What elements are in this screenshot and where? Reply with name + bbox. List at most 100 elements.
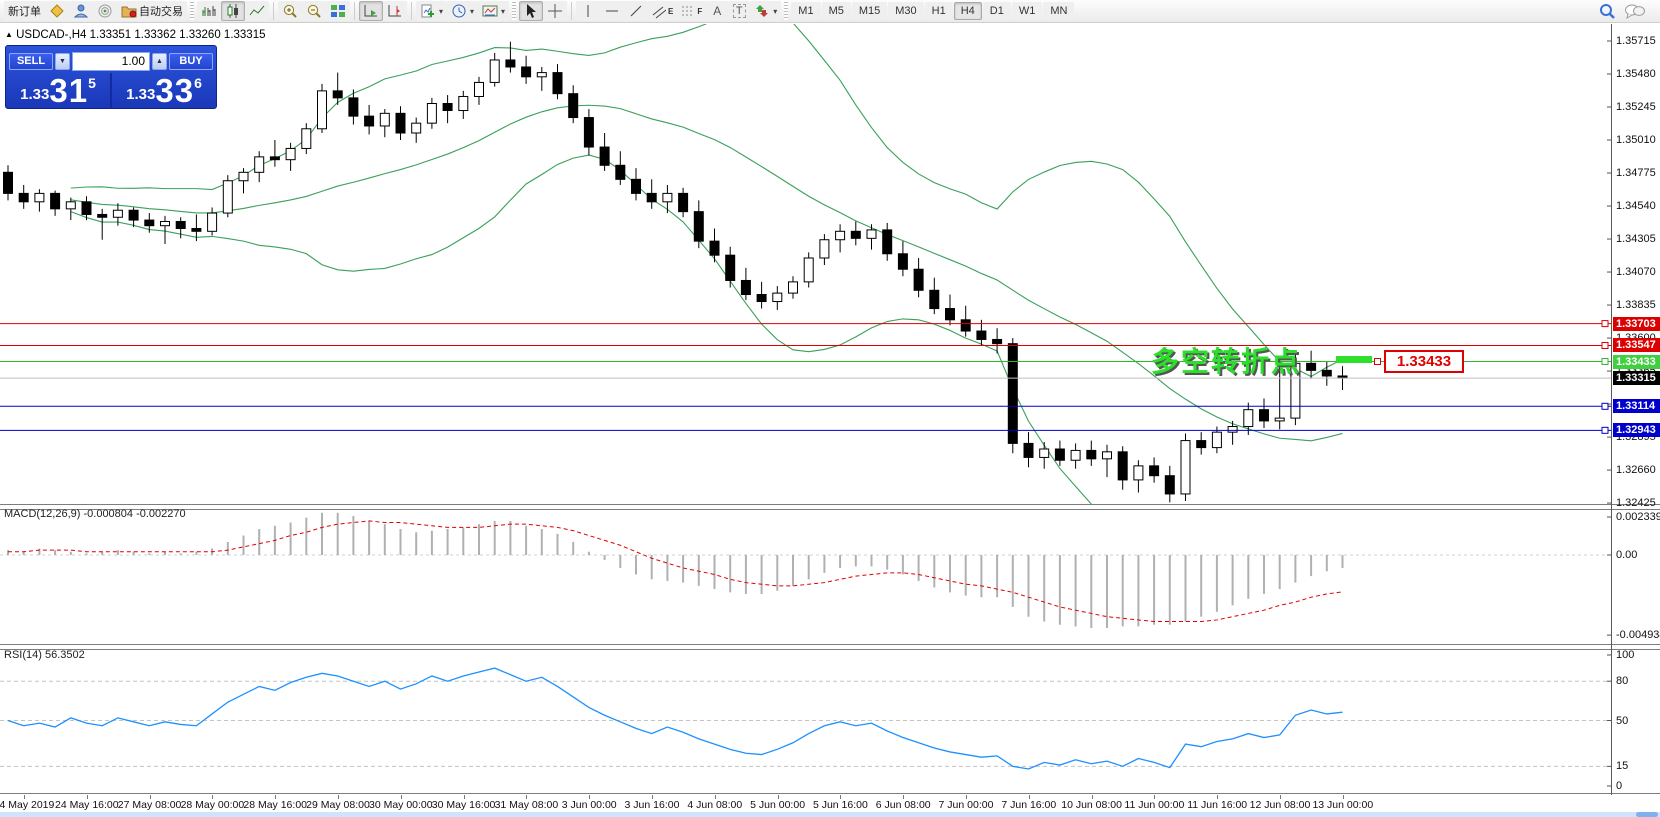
candlestick-mode-button[interactable]	[221, 1, 245, 21]
arrows-tool-button[interactable]: ▾	[750, 1, 782, 21]
vertical-line-tool-button[interactable]	[576, 1, 601, 21]
profile-button[interactable]	[69, 1, 93, 21]
level-price-axis-label[interactable]: 1.32943	[1613, 423, 1660, 438]
bull-candle	[489, 59, 500, 83]
sell-price-display[interactable]: 1.33 31 5	[20, 72, 96, 109]
macd-signal-value: -0.002270	[136, 508, 186, 520]
green-trendline-segment[interactable]	[1336, 356, 1372, 363]
volume-decrease-button[interactable]: ▼	[55, 52, 70, 70]
broadcast-icon	[97, 3, 113, 19]
level-price-axis-label[interactable]: 1.33703	[1613, 316, 1660, 331]
bull-candle	[222, 180, 233, 214]
bear-candle	[128, 209, 139, 221]
search-icon[interactable]	[1598, 2, 1616, 20]
panel-splitter[interactable]	[0, 644, 1660, 650]
timeframe-m15-button[interactable]: M15	[851, 2, 888, 20]
signals-button[interactable]	[93, 1, 117, 21]
level-price-axis-label[interactable]: 1.33114	[1613, 399, 1660, 414]
new-order-button[interactable]: 新订单	[4, 1, 45, 21]
auto-scroll-icon	[363, 3, 379, 19]
turning-point-annotation[interactable]: 多空转折点	[1151, 346, 1302, 377]
line-end-handle-icon[interactable]	[1601, 320, 1609, 328]
time-axis-label: 5 Jun 00:00	[750, 799, 806, 811]
timeframe-h4-button[interactable]: H4	[953, 2, 982, 20]
bear-candle	[1054, 448, 1065, 461]
horizontal-line-icon	[604, 3, 620, 19]
market-watch-button[interactable]	[45, 1, 69, 21]
buy-button[interactable]: BUY	[169, 52, 213, 70]
macd-label: MACD(12,26,9) -0.000804 -0.002270	[4, 508, 186, 520]
timeframe-mn-button[interactable]: MN	[1043, 2, 1075, 20]
time-axis-tick	[526, 795, 528, 799]
timeframe-m1-button[interactable]: M1	[791, 2, 821, 20]
dropdown-caret-icon: ▾	[773, 6, 778, 16]
time-axis-label: 3 Jun 00:00	[561, 799, 617, 811]
volume-input[interactable]: 1.00	[72, 51, 150, 71]
auto-scroll-button[interactable]	[359, 1, 383, 21]
bear-candle	[1164, 475, 1175, 495]
volume-increase-button[interactable]: ▲	[152, 52, 167, 70]
bull-candle	[34, 192, 45, 203]
bear-candle	[1007, 343, 1018, 444]
timeframe-w1-button[interactable]: W1	[1011, 2, 1043, 20]
templates-button[interactable]: ▾	[478, 1, 510, 21]
price-tick-label: 1.34305	[1616, 233, 1656, 246]
bear-candle	[583, 117, 594, 148]
horizontal-line-tool-button[interactable]	[600, 1, 625, 21]
bear-candle	[725, 254, 736, 281]
line-end-handle-icon[interactable]	[1601, 402, 1609, 410]
buy-price-display[interactable]: 1.33 33 6	[126, 72, 202, 109]
bottom-scroll-strip[interactable]	[0, 812, 1660, 817]
trendline-tool-button[interactable]	[624, 1, 649, 21]
tile-windows-button[interactable]	[326, 1, 350, 21]
scrollbar-thumb[interactable]	[1636, 812, 1658, 817]
bear-candle	[1196, 440, 1207, 449]
timeframe-m5-button[interactable]: M5	[821, 2, 851, 20]
auto-trading-button[interactable]: 自动交易	[117, 1, 187, 21]
timeframe-h1-button[interactable]: H1	[924, 2, 953, 20]
line-end-handle-icon[interactable]	[1601, 358, 1609, 366]
line-end-handle-icon[interactable]	[1601, 341, 1609, 349]
time-axis-label: 4 Jun 08:00	[687, 799, 743, 811]
bear-candle	[882, 229, 893, 255]
time-axis-label: 7 Jun 00:00	[938, 799, 994, 811]
label-tool-button[interactable]: T	[728, 1, 751, 21]
zoom-out-button[interactable]	[302, 1, 326, 21]
bar-chart-mode-button[interactable]	[197, 1, 221, 21]
current-price-axis-label[interactable]: 1.33315	[1613, 371, 1660, 386]
line-chart-mode-button[interactable]	[245, 1, 269, 21]
toolbar-grip	[512, 2, 517, 20]
level-price-axis-label[interactable]: 1.33433	[1613, 354, 1660, 369]
panel-splitter[interactable]	[0, 504, 1660, 510]
zoom-in-button[interactable]	[278, 1, 302, 21]
price-callout-label[interactable]: 1.33433	[1384, 350, 1464, 373]
chart-shift-button[interactable]	[383, 1, 407, 21]
fibonacci-icon	[681, 3, 695, 19]
time-axis-tick	[966, 795, 967, 799]
bull-candle	[866, 229, 877, 239]
time-axis-label: 31 May 08:00	[494, 799, 559, 811]
time-axis-tick	[840, 795, 842, 799]
timeframe-m30-button[interactable]: M30	[888, 2, 924, 20]
bull-candle	[1039, 448, 1050, 458]
equidistant-channel-icon	[652, 3, 667, 19]
level-price-axis-label[interactable]: 1.33547	[1613, 338, 1660, 353]
indicators-button[interactable]: ▾	[416, 1, 448, 21]
time-axis-tick	[589, 795, 591, 799]
chat-icon[interactable]	[1624, 2, 1646, 20]
line-end-handle-icon[interactable]	[1601, 426, 1609, 434]
timeframe-d1-button[interactable]: D1	[982, 2, 1011, 20]
text-tool-button[interactable]: A	[706, 1, 729, 21]
sell-button[interactable]: SELL	[9, 52, 53, 70]
bull-candle	[772, 292, 783, 303]
fibonacci-tool-button[interactable]: F	[677, 1, 707, 21]
time-axis-label: 27 May 08:00	[117, 799, 182, 811]
periods-button[interactable]: ▾	[447, 1, 479, 21]
cursor-tool-button[interactable]	[519, 1, 544, 21]
channel-tool-button[interactable]: E	[648, 1, 678, 21]
bull-candle	[1290, 362, 1301, 419]
crosshair-tool-button[interactable]	[543, 1, 568, 21]
bear-candle	[552, 72, 563, 95]
bear-candle	[850, 230, 861, 239]
candlestick-icon	[225, 3, 241, 19]
